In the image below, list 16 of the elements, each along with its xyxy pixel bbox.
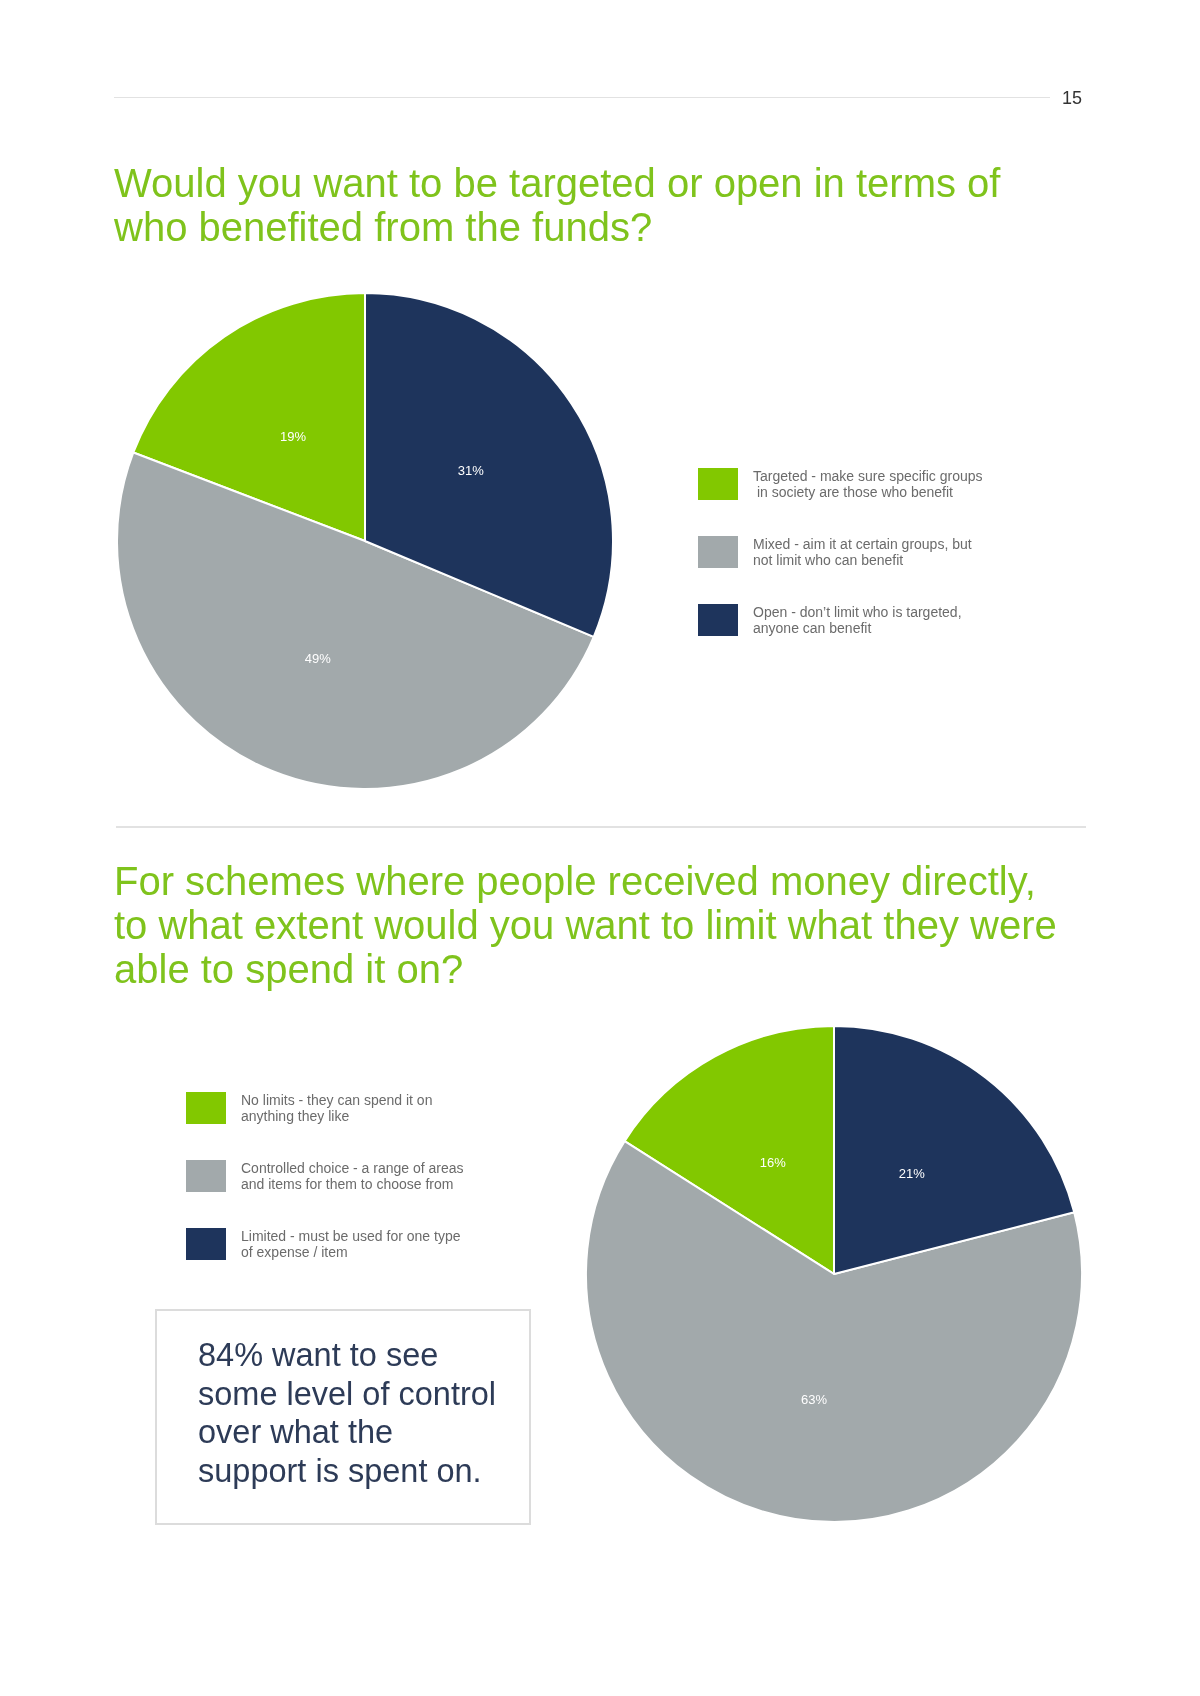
data-label: 49%: [304, 651, 332, 667]
legend-label: Open - don’t limit who is targeted, anyone can benefit: [753, 604, 966, 636]
legend-label: Mixed - aim it at certain groups, but not limit who can benefit: [753, 536, 976, 568]
data-label: 31%: [457, 463, 485, 479]
data-label: 16%: [759, 1155, 787, 1171]
legend-label: Limited - must be used for one type of expense / item: [241, 1228, 465, 1260]
data-label: 63%: [801, 1391, 828, 1407]
legend-label: No limits - they can spend it on anything they like: [241, 1092, 437, 1124]
text: 15: [1062, 87, 1083, 109]
data-label: 21%: [898, 1166, 926, 1182]
legend-label: Controlled choice - a range of areas and items for them to choose from: [241, 1160, 468, 1192]
data-label: 19%: [279, 428, 307, 444]
chart-title: Would you want to be targeted or open in terms of who benefited from the funds?: [114, 161, 1002, 249]
chart-title: For schemes where people received money directly, to what extent would you want to limit what they were able to spend it on?: [114, 859, 1058, 991]
callout-box: 84% want to see some level of control over what the support is spent on.: [155, 1309, 531, 1525]
legend-label: Targeted - make sure specific groups in society are those who benefit: [753, 468, 983, 500]
